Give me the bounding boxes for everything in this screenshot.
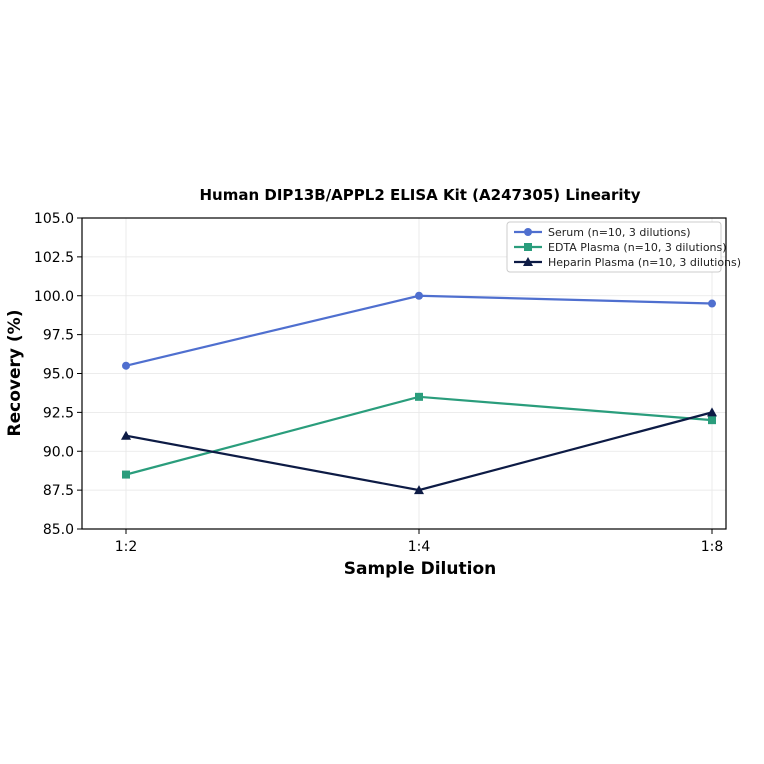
y-tick-label: 95.0 (43, 367, 74, 383)
data-point (415, 392, 423, 401)
x-axis-title: Sample Dilution (344, 559, 496, 579)
y-tick-label: 102.5 (34, 250, 74, 266)
y-tick-label: 90.0 (43, 444, 74, 460)
legend-swatch-marker (524, 243, 532, 251)
x-tick-label: 1:2 (115, 539, 138, 555)
y-tick-label: 85.0 (43, 522, 74, 538)
y-tick-label: 92.5 (43, 405, 74, 421)
y-tick-label: 97.5 (43, 328, 74, 344)
y-tick-label: 87.5 (43, 483, 74, 499)
legend-label: Heparin Plasma (n=10, 3 dilutions) (548, 256, 741, 269)
legend-box (506, 221, 722, 273)
legend-swatch-marker (524, 228, 532, 236)
data-point (415, 291, 423, 300)
series-3 (121, 407, 717, 495)
data-point (122, 361, 130, 370)
data-point (707, 407, 717, 417)
legend-entry: Heparin Plasma (n=10, 3 dilutions) (514, 256, 741, 269)
series-1 (122, 291, 716, 370)
axes: 85.0 87.5 90.0 92.5 95.0 97.5 100.0 102.5 105.0 1… (34, 211, 723, 555)
series-layer (121, 291, 717, 495)
data-point (414, 485, 424, 495)
legend-entry: Serum (n=10, 3 dilutions) (514, 226, 691, 239)
legend-swatch-marker (523, 257, 533, 266)
data-point (708, 299, 716, 308)
x-tick-label: 1:4 (408, 539, 431, 555)
y-tick-label: 100.0 (34, 289, 74, 305)
chart-title: Human DIP13B/APPL2 ELISA Kit (A247305) L… (199, 186, 640, 204)
y-tick-label: 105.0 (34, 211, 74, 227)
legend: Serum (n=10, 3 dilutions) EDTA Plasma (n=… (506, 221, 741, 273)
series-2 (122, 392, 716, 479)
legend-label: Serum (n=10, 3 dilutions) (548, 226, 691, 239)
y-axis-title: Recovery (%) (5, 310, 25, 437)
data-point (708, 416, 716, 425)
data-point (121, 430, 131, 440)
legend-entry: EDTA Plasma (n=10, 3 dilutions) (514, 241, 727, 254)
data-point (122, 470, 130, 479)
legend-label: EDTA Plasma (n=10, 3 dilutions) (548, 241, 727, 254)
x-tick-label: 1:8 (701, 539, 724, 555)
